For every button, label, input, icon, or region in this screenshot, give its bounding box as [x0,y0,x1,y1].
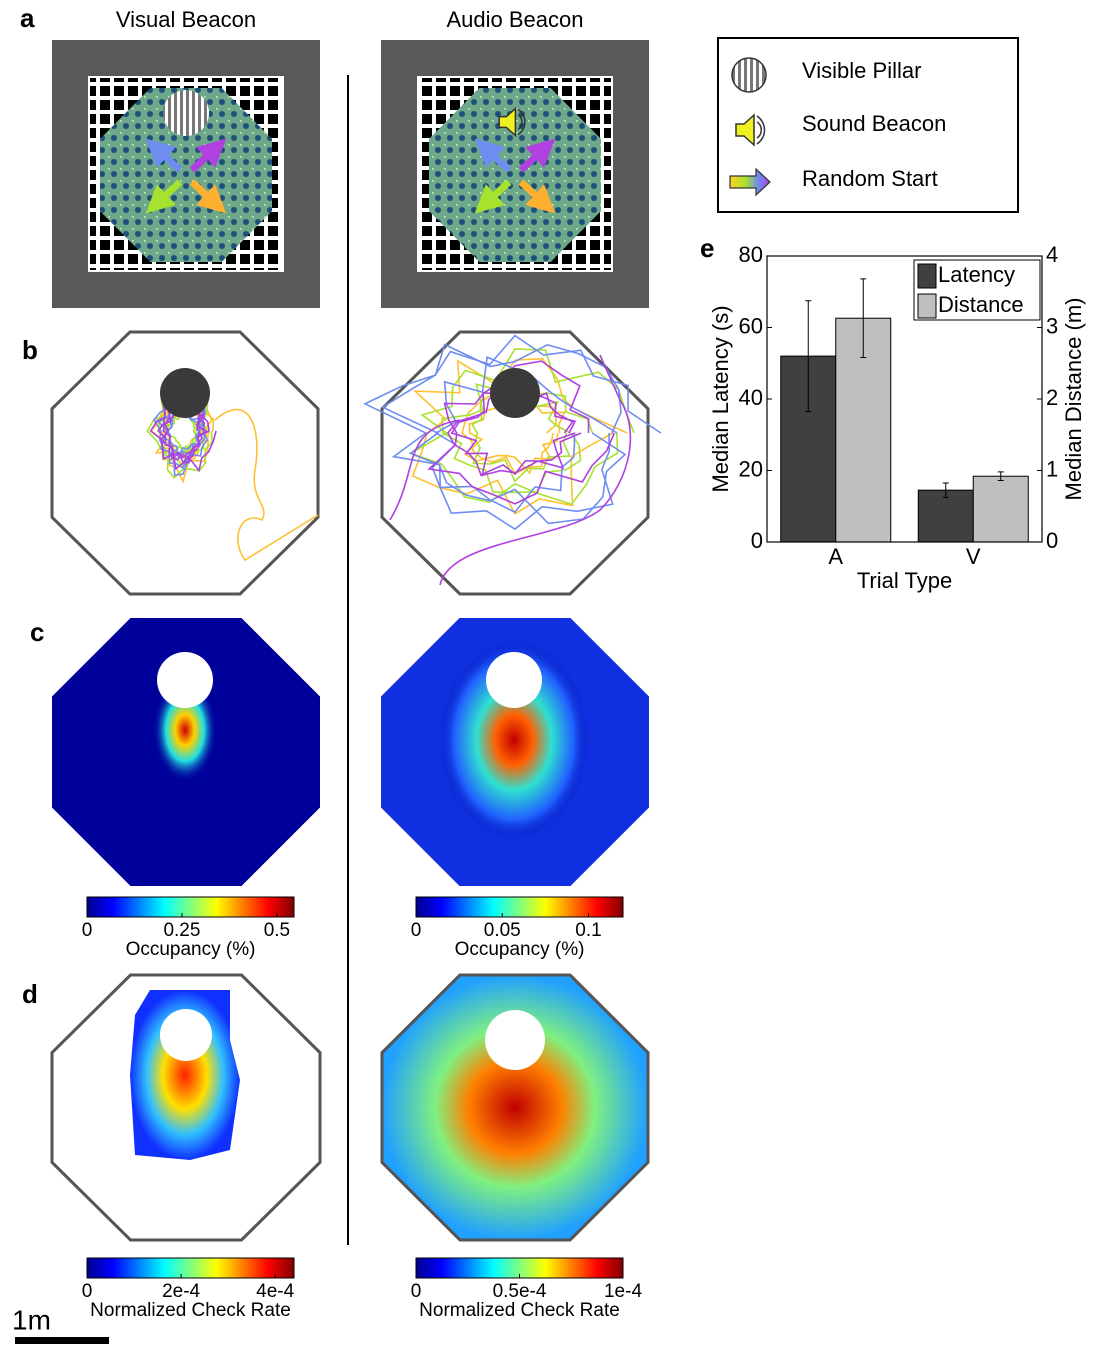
y-tick-label: 80 [739,242,763,267]
colorbar [416,897,623,917]
colorbar [87,897,294,917]
y2-axis-label: Median Distance (m) [1061,298,1086,501]
pillar [163,90,209,136]
x-tick-label: V [966,544,981,569]
y-axis-label: Median Latency (s) [708,305,733,492]
colorbar-tick-label: 0.05 [484,920,521,941]
colorbar-tick-label: 0 [82,1281,93,1302]
colorbar-tick-label: 0.5 [264,920,290,941]
legend-label: Visible Pillar [802,58,921,83]
legend-swatch [918,264,936,288]
colorbar-label: Normalized Check Rate [90,1300,291,1321]
pillar-mask [486,652,542,708]
colorbar-label: Occupancy (%) [126,939,256,960]
legend-label: Latency [938,262,1015,287]
y2-tick-label: 0 [1046,528,1058,553]
y2-tick-label: 3 [1046,313,1058,338]
pillar-mask [157,652,213,708]
bar [973,476,1028,542]
colorbar-label: Occupancy (%) [455,939,585,960]
legend-label: Random Start [802,166,938,191]
colorbar-tick-label: 2e-4 [162,1281,200,1302]
y-tick-label: 60 [739,313,763,338]
y2-tick-label: 1 [1046,456,1058,481]
y2-tick-label: 4 [1046,242,1058,267]
panel-label: e [700,233,714,263]
colorbar-label: Normalized Check Rate [419,1300,620,1321]
legend-pillar [732,58,766,92]
column-title: Audio Beacon [447,7,584,32]
legend-label: Sound Beacon [802,111,946,136]
colorbar-tick-label: 0.1 [575,920,601,941]
colorbar-tick-label: 0 [82,920,93,941]
panel-label: d [22,979,38,1009]
bar [918,490,973,542]
colorbar-tick-label: 1e-4 [604,1281,642,1302]
y-tick-label: 20 [739,456,763,481]
y-tick-label: 40 [739,385,763,410]
colorbar-tick-label: 0 [411,920,422,941]
colorbar-tick-label: 0.5e-4 [493,1281,547,1302]
pillar-mask [160,1009,212,1061]
legend-swatch [918,294,936,318]
column-title: Visual Beacon [116,7,256,32]
panel-label: c [30,617,44,647]
colorbar-tick-label: 4e-4 [256,1281,294,1302]
x-tick-label: A [828,544,843,569]
y2-tick-label: 2 [1046,385,1058,410]
legend-label: Distance [938,292,1024,317]
beacon [490,368,540,418]
scale-bar-label: 1m [12,1304,51,1335]
pillar-mask [485,1010,545,1070]
colorbar [87,1258,294,1278]
x-axis-label: Trial Type [857,568,952,593]
scale-bar [15,1337,109,1344]
figure: a b c d e Visual Beacon Audio Beacon Visible Pi… [0,0,1097,1349]
colorbar-tick-label: 0.25 [163,920,200,941]
colorbar-tick-label: 0 [411,1281,422,1302]
panel-label: a [20,3,35,33]
beacon [160,368,210,418]
panel-label: b [22,335,38,365]
y-tick-label: 0 [751,528,763,553]
